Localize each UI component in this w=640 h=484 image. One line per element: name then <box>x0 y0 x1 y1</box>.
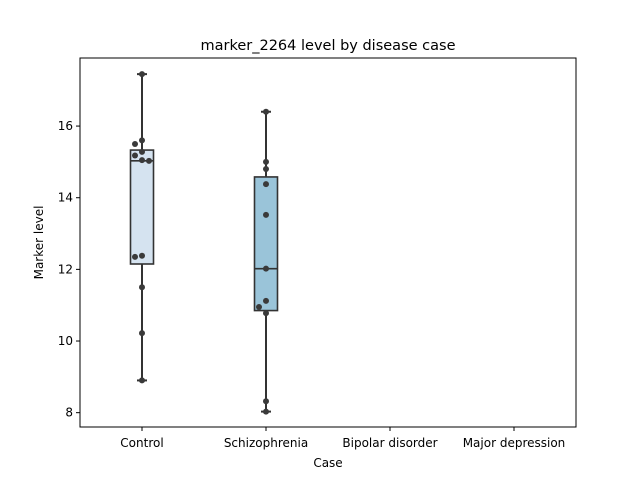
data-point <box>132 253 138 260</box>
box-iqr <box>253 176 279 312</box>
data-point <box>263 408 269 415</box>
y-tick-label: 10 <box>58 334 73 348</box>
data-point <box>263 211 269 218</box>
data-point <box>139 137 145 144</box>
x-tick-label: Schizophrenia <box>224 436 308 450</box>
data-point <box>139 252 145 259</box>
data-point <box>263 297 269 304</box>
x-tick-label: Bipolar disorder <box>342 436 437 450</box>
data-point <box>139 330 145 337</box>
x-axis-label: Case <box>313 456 342 470</box>
axis-layer: 8 10 12 14 16 Control Schizophrenia Bipolar dis… <box>58 119 566 450</box>
plot-frame <box>79 57 577 428</box>
chart-title: marker_2264 level by disease case <box>201 38 456 54</box>
data-point <box>139 157 145 164</box>
data-point <box>263 158 269 165</box>
box-group <box>253 108 279 415</box>
box-group <box>129 71 155 384</box>
data-point <box>132 140 138 147</box>
box-iqr <box>129 149 155 265</box>
y-tick-label: 12 <box>58 262 73 276</box>
data-point <box>139 284 145 291</box>
data-point <box>139 148 145 155</box>
data-point <box>263 181 269 188</box>
data-point <box>263 398 269 405</box>
data-point <box>139 71 145 78</box>
data-point <box>139 377 145 384</box>
x-tick-label: Control <box>120 436 163 450</box>
plot-layer <box>129 71 279 415</box>
y-tick-label: 14 <box>58 191 73 205</box>
y-tick-label: 8 <box>65 406 73 420</box>
data-point <box>256 303 262 310</box>
data-point <box>132 152 138 159</box>
y-axis-label: Marker level <box>32 206 46 280</box>
data-point <box>263 310 269 317</box>
x-tick-label: Major depression <box>463 436 566 450</box>
y-tick-label: 16 <box>58 119 73 133</box>
data-point <box>263 108 269 115</box>
data-point <box>146 157 152 164</box>
data-point <box>263 166 269 173</box>
data-point <box>263 265 269 272</box>
